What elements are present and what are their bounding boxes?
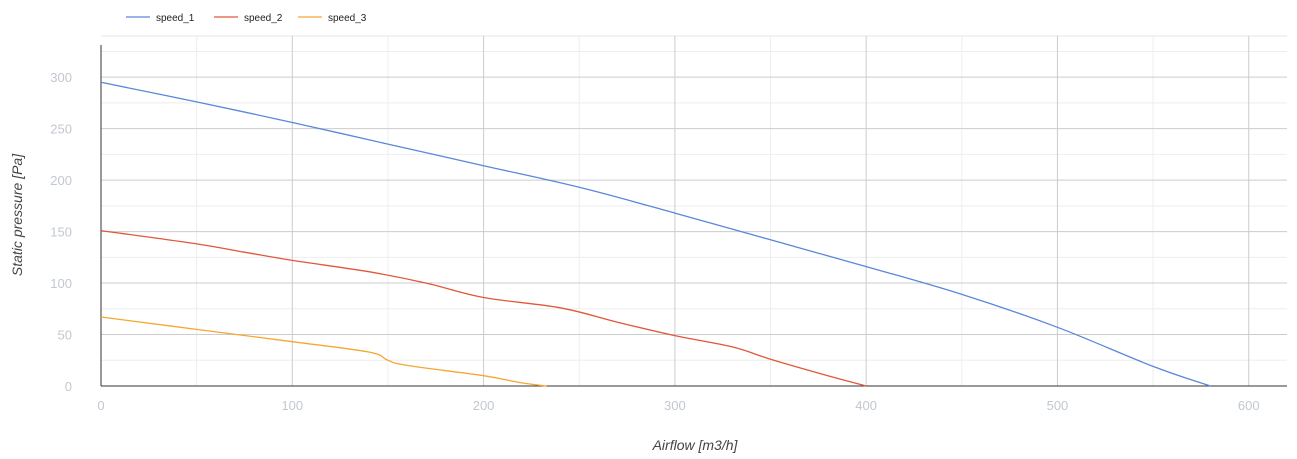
x-tick-label: 0 — [97, 398, 104, 413]
legend-label-speed-3: speed_3 — [328, 13, 367, 24]
grid — [101, 35, 1287, 386]
y-tick-label: 100 — [50, 276, 72, 291]
legend-label-speed-2: speed_2 — [244, 13, 283, 24]
x-axis-title: Airflow [m3/h] — [652, 437, 739, 453]
legend: speed_1 speed_2 speed_3 — [126, 13, 367, 24]
x-tick-label: 400 — [855, 398, 877, 413]
y-tick-label: 250 — [50, 122, 72, 137]
legend-label-speed-1: speed_1 — [156, 13, 195, 24]
y-tick-label: 150 — [50, 225, 72, 240]
y-tick-label: 200 — [50, 173, 72, 188]
y-axis-title: Static pressure [Pa] — [9, 153, 25, 276]
series-line-speed-1 — [100, 81, 1211, 387]
x-tick-label: 200 — [473, 398, 495, 413]
series-lines — [100, 81, 1211, 387]
x-tick-label: 300 — [664, 398, 686, 413]
y-tick-label: 50 — [58, 328, 72, 343]
axes — [100, 45, 1287, 387]
x-tick-label: 500 — [1047, 398, 1069, 413]
y-tick-label: 300 — [50, 70, 72, 85]
series-line-speed-3 — [100, 316, 547, 387]
x-tick-label: 100 — [281, 398, 303, 413]
tick-labels: 0 100 200 300 400 500 600 0 50 100 150 200 250 300 — [50, 70, 1259, 413]
series-line-speed-2 — [100, 229, 867, 387]
y-tick-label: 0 — [65, 379, 72, 394]
x-tick-label: 600 — [1238, 398, 1260, 413]
